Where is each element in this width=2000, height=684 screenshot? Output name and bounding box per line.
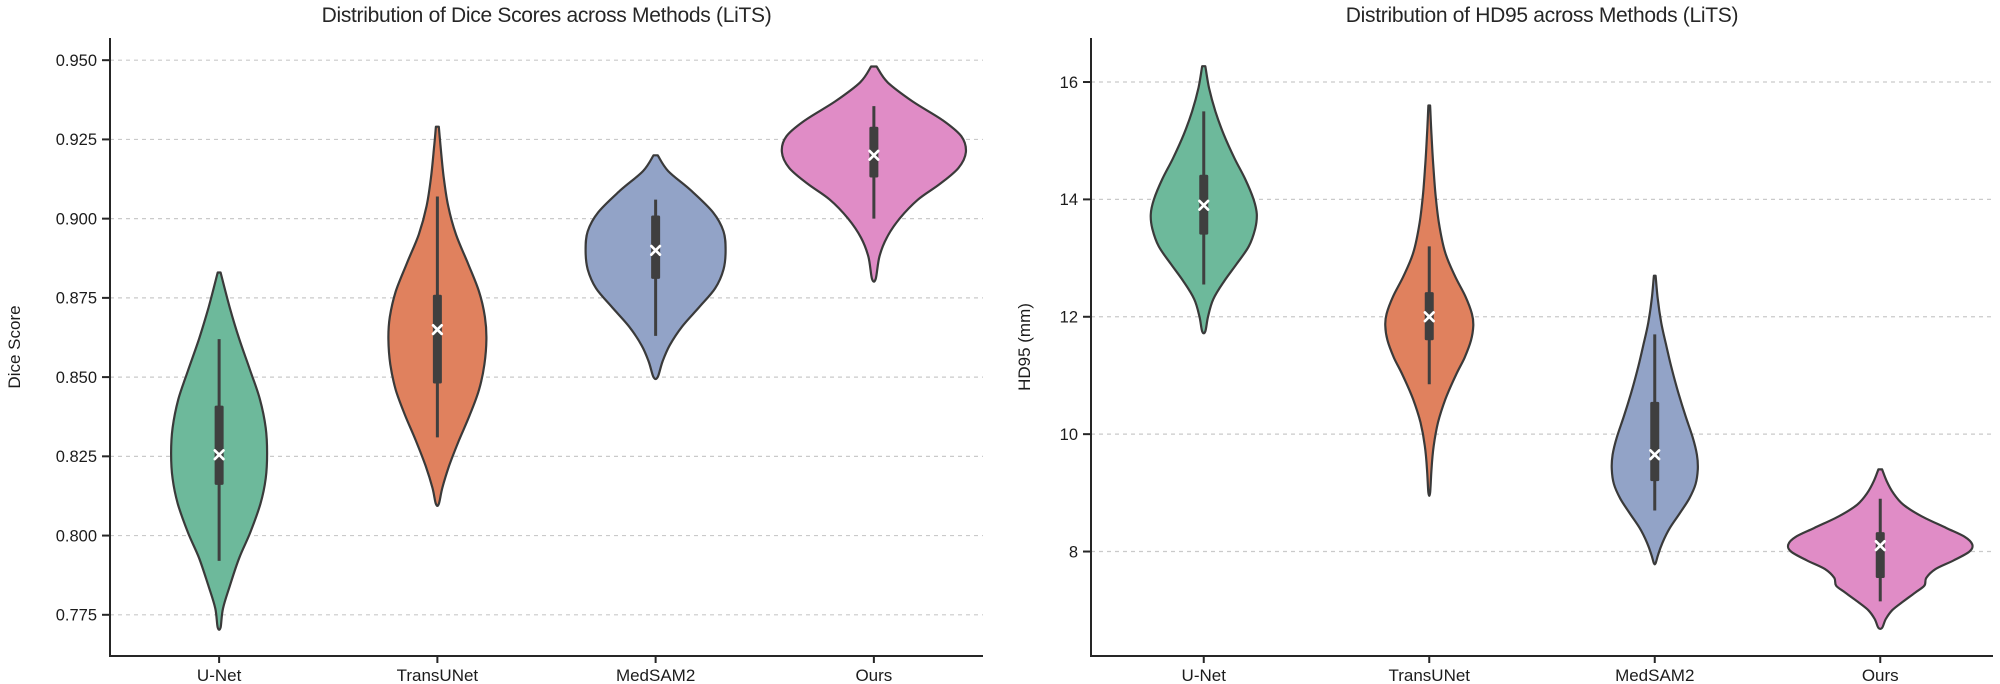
mean-marker-ours bbox=[1874, 540, 1886, 552]
x-category-label-transunet: TransUNet bbox=[397, 666, 479, 684]
x-category-label-ours: Ours bbox=[1862, 666, 1899, 684]
iqr-box-ours bbox=[869, 126, 879, 178]
x-category-label-medsam2: MedSAM2 bbox=[1615, 666, 1694, 684]
iqr-box-transunet bbox=[432, 294, 442, 384]
chart-title-hd95: Distribution of HD95 across Methods (LiT… bbox=[1346, 4, 1738, 27]
x-category-label-u-net: U-Net bbox=[197, 666, 242, 684]
y-tick-label: 0.875 bbox=[56, 290, 97, 308]
iqr-box-medsam2 bbox=[1650, 401, 1660, 482]
y-tick-label: 0.925 bbox=[56, 131, 97, 149]
y-tick-label: 16 bbox=[1060, 74, 1078, 92]
x-category-label-medsam2: MedSAM2 bbox=[616, 666, 695, 684]
x-category-label-ours: Ours bbox=[855, 666, 892, 684]
mean-marker-ours bbox=[868, 149, 880, 161]
y-tick-label: 0.900 bbox=[56, 210, 97, 228]
y-tick-label: 0.800 bbox=[56, 527, 97, 545]
y-tick-label: 14 bbox=[1060, 191, 1078, 209]
iqr-box-medsam2 bbox=[651, 215, 661, 279]
mean-marker-u-net bbox=[213, 449, 225, 461]
y-tick-label: 0.775 bbox=[56, 607, 97, 625]
mean-marker-transunet bbox=[431, 323, 444, 336]
y-tick-label: 10 bbox=[1060, 426, 1078, 444]
y-tick-label: 0.850 bbox=[56, 369, 97, 387]
y-tick-label: 0.950 bbox=[56, 52, 97, 70]
mean-marker-medsam2 bbox=[1649, 449, 1661, 461]
iqr-box-ours bbox=[1875, 532, 1885, 578]
mean-marker-u-net bbox=[1198, 199, 1210, 211]
x-category-label-u-net: U-Net bbox=[1182, 666, 1227, 684]
y-axis-label-hd95: HD95 (mm) bbox=[1015, 303, 1034, 391]
y-tick-label: 8 bbox=[1069, 543, 1078, 561]
mean-marker-medsam2 bbox=[649, 244, 662, 256]
y-tick-label: 0.825 bbox=[56, 448, 97, 466]
y-axis-label-dice: Dice Score bbox=[5, 305, 24, 388]
mean-marker-transunet bbox=[1423, 311, 1435, 323]
chart-title-dice: Distribution of Dice Scores across Metho… bbox=[322, 4, 772, 27]
iqr-box-u-net bbox=[214, 405, 224, 485]
x-category-label-transunet: TransUNet bbox=[1388, 666, 1470, 684]
y-tick-label: 12 bbox=[1060, 309, 1078, 327]
